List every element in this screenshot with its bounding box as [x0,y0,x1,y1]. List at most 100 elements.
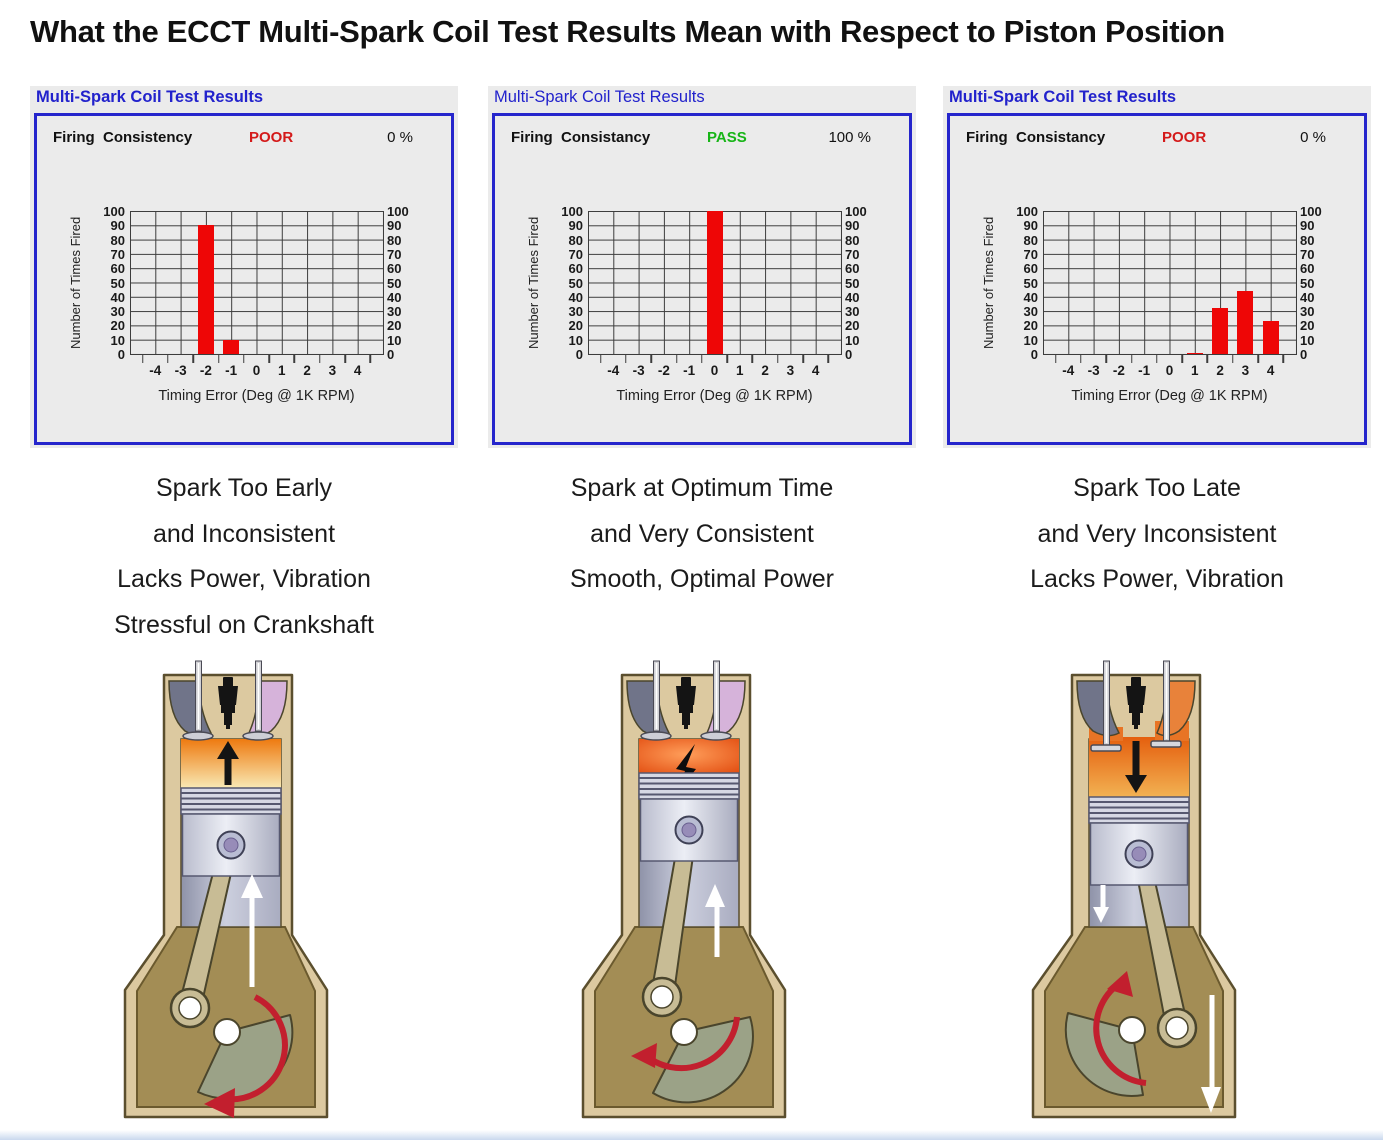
bar-chart: Number of Times Fired 0 10 20 30 40 50 60 70 80 9… [495,116,909,442]
piston-diagram-spark-too-late [1031,660,1237,1119]
y-tick-label: 0 [1300,347,1308,362]
spark-plug-icon [218,677,238,729]
y-tick-label: 20 [568,318,583,334]
status-badge: POOR [1162,129,1207,146]
y-axis-ticks-right: 0 10 20 30 40 50 60 70 80 90 100 [1300,204,1332,362]
plot-area [588,211,842,355]
y-tick-label: 90 [387,218,402,234]
x-tick-label: 0 [710,363,719,378]
test-results-panel-early: Multi-Spark Coil Test Results Firing Con… [30,86,458,448]
y-tick-label: 40 [1023,289,1038,305]
y-axis-ticks-left: 0 10 20 30 40 50 60 70 80 90 100 [93,204,125,362]
y-tick-label: 100 [1016,204,1038,219]
rotation-arrow-icon [204,994,288,1118]
y-tick-label: 20 [1300,318,1315,334]
y-tick-label: 30 [110,304,125,320]
x-axis-ticks: -4 -3 -2 -1 0 1 2 3 4 [1043,363,1296,381]
x-tick-label: 2 [1216,363,1224,378]
caption-line: Stressful on Crankshaft [114,610,374,639]
x-tick-label: -3 [632,363,645,378]
piston-travel-up-arrow-icon [705,884,725,957]
bar-chart: Number of Times Fired 0 10 20 30 40 50 60 70 80 9… [37,116,451,442]
y-tick-label: 90 [1023,218,1038,234]
exhaust-valve [242,660,274,741]
rotation-arrow-icon [1093,971,1147,1086]
y-tick-label: 70 [845,246,860,262]
panel-title: Multi-Spark Coil Test Results [494,88,705,106]
y-tick-label: 70 [387,246,402,262]
y-tick-label: 80 [568,232,583,248]
crank-pin [1118,1016,1146,1044]
x-axis-tickmarks [588,355,841,363]
y-tick-label: 50 [110,275,125,291]
y-tick-label: 100 [1300,204,1322,219]
y-tick-label: 20 [387,318,402,334]
percent-value: 0 % [1300,129,1326,146]
x-tick-label: 3 [1241,363,1250,378]
rotation-arrow-icon [631,1016,740,1072]
caption-line: Spark Too Early [155,474,332,502]
piston-diagram-spark-too-early [123,660,329,1119]
status-row: Firing Consistancy PASS 100 % [495,129,909,149]
y-tick-label: 70 [110,246,125,262]
y-tick-label: 20 [1023,318,1038,334]
status-badge: PASS [707,129,747,146]
y-tick-label: 10 [1023,332,1038,348]
y-tick-label: 100 [845,204,867,219]
y-tick-label: 60 [1023,261,1038,277]
x-tick-label: 0 [252,363,261,378]
firing-consistency-label: Firing Consistancy [511,129,651,146]
x-axis-title: Timing Error (Deg @ 1K RPM) [1071,388,1268,404]
exhaust-valve [1150,660,1182,748]
firing-consistency-label: Firing Consistancy [966,129,1106,146]
x-tick-label: -1 [225,363,238,378]
spark-plug-icon [676,677,696,729]
x-tick-label: -2 [199,363,212,378]
piston [1088,796,1190,886]
caption-line: and Very Inconsistent [1037,519,1277,548]
y-tick-label: 100 [103,204,125,219]
x-tick-label: 2 [761,363,769,378]
caption-line: Lacks Power, Vibration [117,565,371,593]
bar [706,211,723,354]
y-tick-label: 30 [387,304,402,320]
y-tick-label: 80 [845,232,860,248]
intake-valve [182,660,214,741]
y-tick-label: 90 [110,218,125,234]
y-tick-label: 80 [110,232,125,248]
exhaust-valve [700,660,732,741]
y-tick-label: 80 [387,232,402,248]
plot-area [1043,211,1297,355]
x-axis-title: Timing Error (Deg @ 1K RPM) [616,388,813,404]
y-axis-ticks-left: 0 10 20 30 40 50 60 70 80 90 100 [1006,204,1038,362]
x-tick-label: -4 [1062,363,1075,378]
y-tick-label: 60 [568,261,583,277]
y-tick-label: 20 [845,318,860,334]
page-title: What the ECCT Multi-Spark Coil Test Resu… [30,14,1225,49]
caption-spark-optimum: Spark at Optimum Time and Very Consisten… [488,466,916,603]
y-tick-label: 60 [1300,261,1315,277]
panel-title: Multi-Spark Coil Test Results [949,88,1177,106]
x-tick-label: -2 [1112,363,1125,378]
caption-line: and Very Consistent [590,519,814,548]
x-tick-label: 3 [786,363,795,378]
y-tick-label: 50 [387,275,402,291]
y-tick-label: 60 [387,261,402,277]
x-tick-label: 4 [1266,363,1275,378]
y-tick-label: 10 [387,332,402,348]
x-tick-label: -3 [1087,363,1100,378]
x-axis-tickmarks [130,355,383,363]
caption-line: and Inconsistent [152,519,336,548]
test-results-box: Firing Consistency POOR 0 % Number of Ti… [34,113,454,445]
y-tick-label: 10 [568,332,583,348]
x-tick-label: 2 [303,363,311,378]
firing-consistency-label: Firing Consistency [53,129,193,146]
y-tick-label: 10 [110,332,125,348]
piston [180,787,282,877]
y-tick-label: 40 [1300,289,1315,305]
x-tick-label: 4 [353,363,362,378]
y-tick-label: 100 [387,204,409,219]
y-tick-label: 70 [1300,246,1315,262]
bar [1237,291,1254,354]
y-tick-label: 50 [568,275,583,291]
